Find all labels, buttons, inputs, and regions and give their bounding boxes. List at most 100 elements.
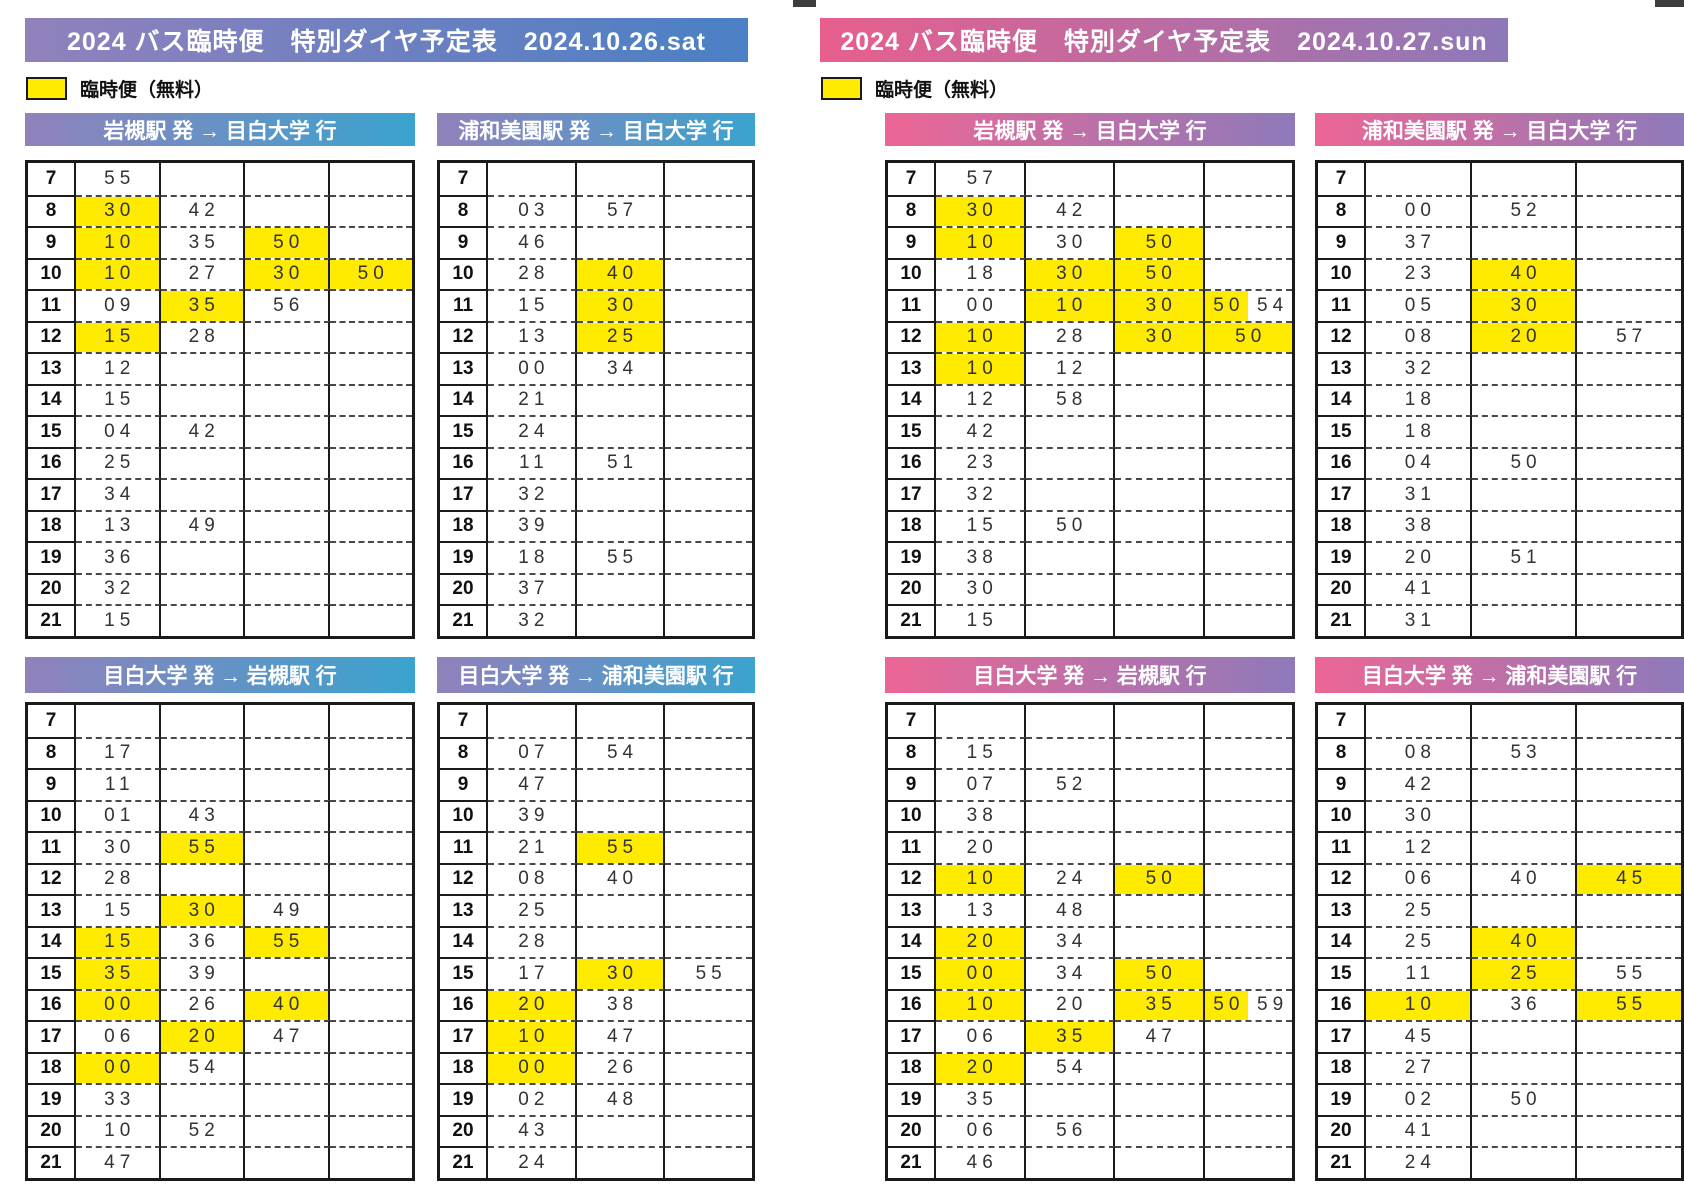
minute-cell: 30 xyxy=(1025,226,1115,258)
table-row: 19 38 xyxy=(888,541,1292,573)
minute-cell: 15 xyxy=(76,383,161,415)
route-header: 浦和美園駅 発 → 目白大学 行 xyxy=(437,113,755,146)
minute-cell xyxy=(665,862,753,895)
extra-service-time: 30 xyxy=(1115,291,1203,321)
regular-time: 24 xyxy=(1404,1151,1436,1173)
hour-cell: 13 xyxy=(440,894,488,926)
table-row: 10 28 40 xyxy=(440,257,753,289)
extra-service-time: 10 xyxy=(76,228,159,258)
minute-cell xyxy=(1577,705,1681,737)
regular-time: 39 xyxy=(518,805,550,827)
minute-cell xyxy=(1115,1083,1205,1115)
table-row: 9 37 xyxy=(1318,226,1682,258)
minute-cell xyxy=(665,541,753,573)
minute-cell xyxy=(1204,478,1292,510)
hour-cell: 13 xyxy=(1318,352,1366,384)
minute-cell: 45 xyxy=(1366,1020,1472,1052)
minute-cell: 36 xyxy=(76,541,161,573)
extra-service-time: 35 xyxy=(1025,1022,1113,1052)
minute-cell: 50 xyxy=(1471,1083,1578,1115)
table-row: 20 10 52 xyxy=(28,1114,412,1146)
minute-cell xyxy=(1025,799,1115,831)
minute-cell: 25 xyxy=(1471,957,1578,989)
hour-cell: 12 xyxy=(888,320,936,352)
regular-time: 56 xyxy=(273,294,305,316)
extra-service-time: 00 xyxy=(76,990,159,1020)
regular-time: 05 xyxy=(1404,294,1436,316)
minute-cell xyxy=(1577,415,1682,447)
extra-service-time: 45 xyxy=(1577,864,1682,894)
regular-time: 40 xyxy=(606,868,639,890)
minute-cell xyxy=(1577,925,1682,958)
regular-time: 48 xyxy=(606,1088,639,1110)
minute-cell: 35 xyxy=(160,289,245,321)
hour-cell: 15 xyxy=(1318,957,1366,989)
minute-cell: 47 xyxy=(76,1146,161,1178)
hour-cell: 7 xyxy=(1318,705,1366,737)
minute-cell xyxy=(329,957,412,989)
minute-cell: 28 xyxy=(160,320,245,352)
minute-cell: 25 xyxy=(488,894,577,926)
minute-cell: 48 xyxy=(576,1083,666,1115)
hour-cell: 14 xyxy=(440,925,488,957)
extra-service-time: 30 xyxy=(576,291,664,321)
regular-time: 25 xyxy=(518,899,550,921)
minute-cell: 15 xyxy=(76,604,161,636)
hour-cell: 17 xyxy=(440,1020,488,1052)
minute-cell xyxy=(665,736,753,769)
hour-cell: 7 xyxy=(1318,163,1366,195)
regular-time: 54 xyxy=(1056,1057,1088,1079)
hour-cell: 9 xyxy=(440,768,488,800)
minute-cell: 15 xyxy=(936,736,1026,768)
table-row: 14 18 xyxy=(1318,383,1682,415)
timetable-mejiro-to-iwatsuki: 目白大学 発 → 岩槻駅 行 7 8 17 9 11 10 01 43 11 30 55 12 28 13 1… xyxy=(25,657,415,1181)
regular-time: 25 xyxy=(104,452,136,474)
regular-time: 11 xyxy=(518,452,549,474)
table-row: 9 47 xyxy=(440,768,753,800)
minute-cell: 42 xyxy=(1025,194,1115,226)
regular-time: 21 xyxy=(518,389,550,411)
timetable-urawamisono-to-mejiro: 浦和美園駅 発 → 目白大学 行 7 8 03 57 9 46 10 28 40 11 15 30 12 1… xyxy=(437,113,755,639)
timetable-iwatsuki-to-mejiro: 岩槻駅 発 → 目白大学 行 7 57 8 30 42 9 10 30 50 10 18 30 50 11 0… xyxy=(885,113,1295,639)
page-title-saturday: 2024 バス臨時便 特別ダイヤ予定表 2024.10.26.sat xyxy=(25,18,748,62)
minute-cell xyxy=(665,1114,753,1147)
minute-cell: 10 xyxy=(936,988,1026,1020)
table-row: 21 24 xyxy=(440,1146,753,1178)
regular-time: 06 xyxy=(966,1025,998,1047)
minute-cell xyxy=(245,957,330,989)
minute-cell: 39 xyxy=(488,509,577,541)
minute-cell: 15 xyxy=(936,509,1026,541)
minute-cell xyxy=(160,604,245,636)
minute-cell xyxy=(1205,705,1293,737)
table-row: 9 46 xyxy=(440,226,753,258)
table-row: 16 10 20 35 50 59 xyxy=(888,988,1292,1020)
minute-cell: 49 xyxy=(160,509,245,541)
table-row: 12 08 20 57 xyxy=(1318,320,1682,352)
minute-cell xyxy=(1204,736,1292,769)
minute-cell xyxy=(1577,446,1682,479)
minute-cell xyxy=(245,163,330,195)
hour-cell: 13 xyxy=(888,352,936,384)
minute-cell xyxy=(1025,572,1115,604)
minute-cell: 54 xyxy=(576,736,666,768)
minute-cell xyxy=(1577,289,1682,321)
minute-cell: 42 xyxy=(160,415,245,447)
minute-cell: 05 xyxy=(1366,289,1472,321)
table-row: 18 15 50 xyxy=(888,509,1292,541)
table-row: 13 12 xyxy=(28,352,412,384)
minute-cell xyxy=(1025,1083,1115,1115)
minute-cell xyxy=(1471,768,1578,800)
minute-cell xyxy=(488,705,577,737)
table-row: 18 20 54 xyxy=(888,1051,1292,1083)
minute-cell xyxy=(245,415,330,447)
minute-cell xyxy=(1115,705,1205,737)
extra-service-time: 20 xyxy=(936,1053,1024,1083)
minute-cell xyxy=(1577,352,1682,384)
minute-cell xyxy=(1577,1146,1682,1178)
minute-cell: 00 xyxy=(1366,194,1472,226)
minute-cell xyxy=(665,1051,753,1084)
regular-time: 13 xyxy=(966,899,998,921)
hour-cell: 8 xyxy=(440,194,488,226)
table-row: 15 18 xyxy=(1318,415,1682,447)
minute-cell xyxy=(161,163,245,195)
